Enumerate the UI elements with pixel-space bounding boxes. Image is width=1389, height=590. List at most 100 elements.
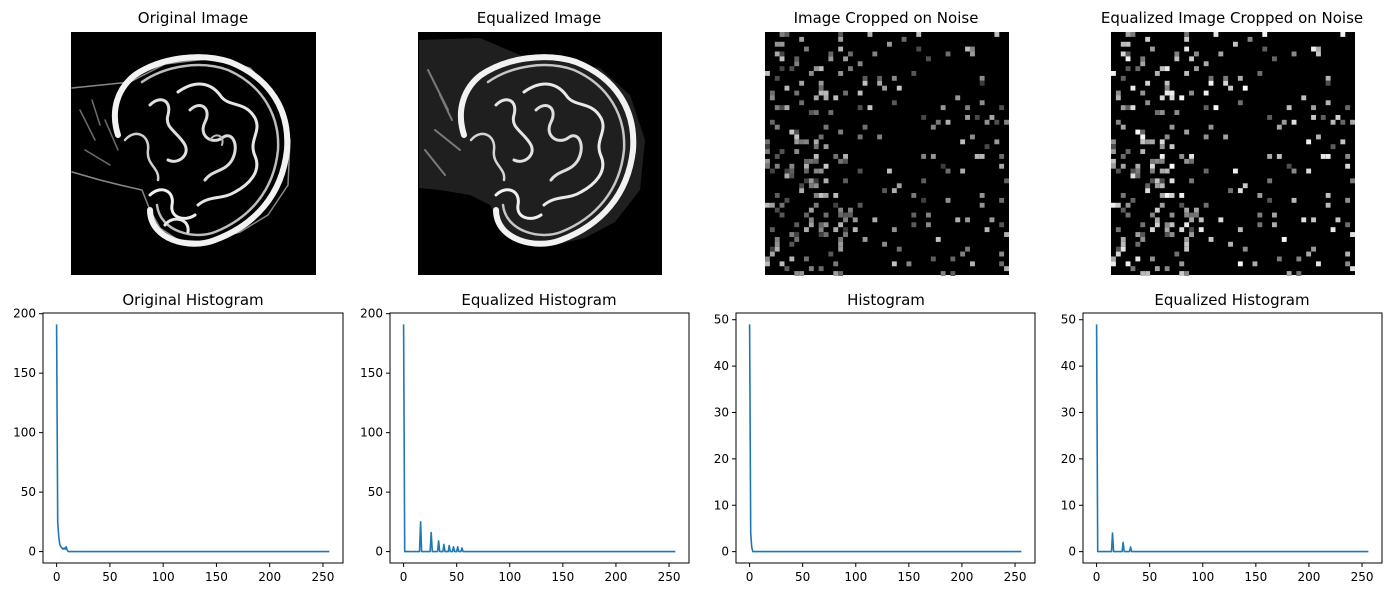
noise-pixel <box>1125 66 1131 72</box>
noise-pixel <box>1150 168 1155 174</box>
noise-pixel <box>862 237 868 242</box>
noise-pixel <box>1115 90 1121 96</box>
noise-pixel <box>926 56 931 62</box>
noise-pixel <box>1345 197 1351 203</box>
histogram-equalized-cropped: Equalized Histogram 0 50 100 150 200 250 0 10 20… <box>1061 291 1383 584</box>
noise-pixel <box>1111 144 1116 150</box>
noise-pixel <box>989 217 995 223</box>
noise-pixel <box>1237 188 1243 194</box>
noise-pixel <box>984 119 990 125</box>
noise-pixel <box>877 75 883 81</box>
noise-pixel <box>789 66 795 72</box>
x-tick-label: 0 <box>53 570 61 584</box>
noise-pixel <box>1154 222 1160 228</box>
noise-pixel <box>789 168 795 174</box>
noise-pixel <box>794 232 800 237</box>
noise-pixel <box>813 154 819 159</box>
noise-pixel <box>930 154 936 159</box>
noise-pixel <box>1345 251 1351 257</box>
noise-pixel <box>1174 251 1180 257</box>
noise-pixel <box>774 207 780 213</box>
noise-pixel <box>857 202 863 208</box>
noise-pixel <box>852 227 858 233</box>
noise-pixel <box>1237 75 1243 81</box>
noise-pixel <box>1350 232 1355 237</box>
noise-pixel <box>848 212 853 218</box>
noise-pixel <box>1004 266 1009 272</box>
noise-pixel <box>1281 237 1287 242</box>
noise-pixel <box>1184 237 1190 242</box>
noise-pixel <box>1111 261 1116 267</box>
noise-pixel <box>984 227 990 233</box>
x-tick-label: 0 <box>400 570 408 584</box>
noise-pixel <box>950 271 956 276</box>
axes-frame <box>1082 312 1383 564</box>
noise-pixel <box>1159 202 1165 208</box>
noise-pixel <box>1140 129 1146 135</box>
noise-pixel <box>1267 197 1273 203</box>
noise-pixel <box>804 212 809 218</box>
noise-pixel <box>1150 139 1155 145</box>
noise-pixel <box>1301 95 1307 101</box>
x-tick-label: 200 <box>604 570 627 584</box>
noise-pixel <box>857 134 863 140</box>
noise-pixel <box>965 46 970 52</box>
noise-pixel <box>1164 168 1170 174</box>
noise-pixel <box>1154 207 1160 213</box>
noise-pixel <box>1135 168 1141 174</box>
noise-pixel <box>799 100 805 106</box>
noise-pixel <box>1174 56 1180 62</box>
noise-pixel <box>1311 115 1316 120</box>
equalized-image <box>418 32 662 275</box>
noise-pixel <box>843 90 848 96</box>
noise-pixel <box>818 266 824 272</box>
noise-pixel <box>1291 197 1297 203</box>
noise-pixel <box>1174 51 1180 57</box>
noise-pixel <box>970 46 975 52</box>
noise-pixel <box>1111 71 1116 76</box>
noise-pixel <box>813 158 819 164</box>
noise-pixel <box>1218 51 1224 57</box>
noise-pixel <box>779 32 785 37</box>
noise-pixel <box>794 271 800 276</box>
noise-pixel <box>784 85 790 91</box>
noise-pixel <box>1189 158 1194 164</box>
noise-pixel <box>784 105 790 111</box>
noise-pixel <box>1164 193 1170 198</box>
noise-pixel <box>794 139 800 145</box>
noise-pixel <box>823 222 829 228</box>
noise-pixel <box>769 95 775 101</box>
noise-pixel <box>891 188 897 194</box>
noise-pixel <box>1159 183 1165 189</box>
noise-pixel <box>1184 158 1190 164</box>
axes-frame <box>389 312 690 564</box>
noise-pixel <box>808 71 814 76</box>
noise-pixel <box>935 119 941 125</box>
noise-pixel <box>1120 246 1126 252</box>
noise-pixel <box>1120 105 1126 111</box>
noise-pixel <box>1145 271 1151 276</box>
noise-pixel <box>1208 237 1214 242</box>
histogram-line <box>55 324 330 553</box>
chart-title: Histogram <box>847 291 925 309</box>
noise-pixel <box>838 271 844 276</box>
noise-pixel <box>794 222 800 228</box>
noise-pixel <box>1345 163 1351 169</box>
noise-pixel <box>843 212 848 218</box>
noise-pixel <box>1223 134 1229 140</box>
noise-pixel <box>1316 51 1321 57</box>
noise-pixel <box>1145 100 1151 106</box>
noise-pixel <box>970 134 975 140</box>
noise-pixel <box>1325 154 1331 159</box>
noise-pixel <box>833 261 839 267</box>
noise-pixel <box>774 51 780 57</box>
noise-pixel <box>813 110 819 115</box>
noise-pixel <box>828 56 834 62</box>
x-tick-label: 50 <box>102 570 117 584</box>
y-tick-label: 0 <box>721 545 729 559</box>
noise-pixel <box>799 188 805 194</box>
noise-pixel <box>970 51 975 57</box>
noise-pixel <box>1311 246 1316 252</box>
noise-pixel <box>1179 193 1185 198</box>
noise-pixel <box>799 183 805 189</box>
